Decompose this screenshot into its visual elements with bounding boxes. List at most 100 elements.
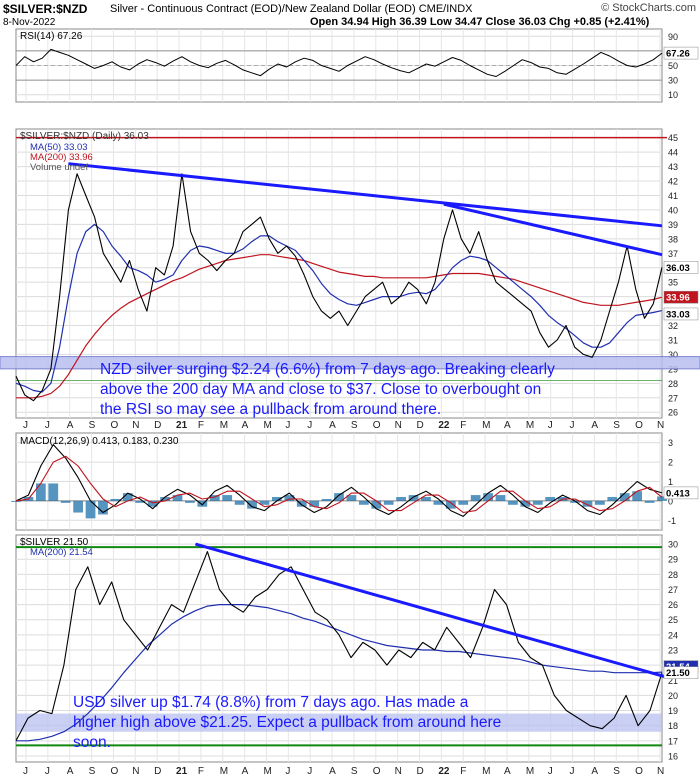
symbol-description: Silver - Continuous Contract (EOD)/New Z… [110, 3, 473, 15]
chart-header: $SILVER:$NZD Silver - Continuous Contrac… [0, 0, 700, 28]
nzd-xtick: A [591, 420, 598, 431]
nzd-ma200-legend: MA(200) 33.96 [30, 152, 93, 163]
macd-histogram-bar [209, 495, 220, 501]
usd-xtick: A [329, 766, 336, 777]
macd-histogram-bar [259, 500, 270, 505]
nzd-xtick: J [307, 420, 312, 431]
usd-ytick: 23 [668, 646, 678, 656]
macd-histogram-bar [383, 500, 394, 505]
macd-histogram-bar [433, 500, 444, 505]
usd-ma200-legend: MA(200) 21.54 [30, 547, 93, 558]
macd-histogram-bar [445, 500, 456, 509]
usd-ytick: 20 [668, 691, 678, 701]
macd-line [15, 444, 663, 517]
usd-xtick: N [657, 766, 664, 777]
macd-histogram-bar [11, 500, 21, 502]
macd-histogram-bar [408, 495, 419, 501]
nzd-ytick: 32 [668, 321, 678, 331]
usd-xtick: J [548, 766, 553, 777]
usd-annotation-line: higher high above $21.25. Expect a pullb… [73, 714, 502, 731]
macd-histogram-bar [346, 495, 357, 501]
usd-ytick: 19 [668, 706, 678, 716]
nzd-ma50-tag-bg [663, 307, 699, 321]
macd-value-tag-bg [663, 486, 699, 500]
macd-histogram-bar [570, 500, 580, 503]
macd-histogram-bar [421, 497, 431, 501]
nzd-price-line [15, 173, 663, 402]
nzd-xtick: J [285, 420, 290, 431]
rsi-ytick: 90 [668, 32, 678, 42]
usd-xtick: S [351, 766, 358, 777]
nzd-ytick: 26 [668, 408, 678, 418]
usd-close-tag: 21.50 [666, 668, 690, 679]
usd-ytick: 21 [668, 676, 678, 686]
usd-xtick: 21 [176, 766, 188, 777]
macd-histogram-bar [520, 500, 531, 507]
macd-histogram-bar [619, 493, 630, 501]
usd-annotation-line: USD silver up $1.74 (8.8%) from 7 days a… [73, 694, 469, 711]
usd-ytick: 28 [668, 570, 678, 580]
macd-histogram-bar [35, 483, 46, 501]
usd-trendline [195, 542, 668, 679]
nzd-xtick: A [504, 420, 511, 431]
nzd-xtick: S [613, 420, 620, 431]
macd-histogram-bar [73, 500, 83, 513]
macd-histogram-bar [85, 500, 96, 519]
nzd-ytick: 39 [668, 220, 678, 230]
nzd-annotation-line: the RSI so may see a pullback from aroun… [100, 401, 442, 418]
nzd-trendline-lower [443, 202, 663, 257]
usd-annotation-line: soon. [73, 734, 111, 751]
usd-xtick: J [570, 766, 575, 777]
usd-ytick: 26 [668, 600, 678, 610]
usd-ytick: 30 [668, 540, 678, 550]
rsi-ytick: 10 [668, 90, 678, 100]
usd-xtick: O [635, 766, 643, 777]
nzd-xtick: A [329, 420, 336, 431]
nzd-xtick: M [220, 420, 228, 431]
nzd-trendline-upper [68, 162, 663, 228]
macd-ytick: 3 [668, 438, 673, 448]
nzd-xtick: J [45, 420, 50, 431]
chart-date: 8-Nov-2022 [3, 17, 56, 28]
macd-histogram-bar [98, 500, 108, 515]
macd-histogram-bar [110, 498, 121, 501]
nzd-xtick: O [373, 420, 381, 431]
nzd-ytick: 35 [668, 278, 678, 288]
nzd-xtick: A [242, 420, 249, 431]
rsi-line [15, 48, 663, 77]
usd-support-band [16, 713, 662, 732]
usd-ytick: 25 [668, 615, 678, 625]
macd-label: MACD(12,26,9) 0.413, 0.183, 0.230 [20, 436, 179, 447]
macd-histogram-bar [657, 496, 667, 501]
macd-histogram-bar [545, 497, 556, 501]
ohlc-readout: Open 34.94 High 36.39 Low 34.47 Close 36… [310, 16, 650, 28]
usd-xtick: N [132, 766, 139, 777]
usd-xtick: F [198, 766, 204, 777]
nzd-ytick: 29 [668, 364, 678, 374]
macd-histogram-bar [483, 493, 493, 501]
nzd-ytick: 41 [668, 191, 678, 201]
macd-value-tag: 0.413 [666, 488, 690, 499]
nzd-xtick: D [417, 420, 424, 431]
macd-histogram-bar [582, 500, 593, 507]
macd-histogram-bar [185, 500, 195, 503]
rsi-value-tag: 67.26 [666, 49, 690, 60]
nzd-ma200-line [16, 254, 663, 399]
usd-ytick: 27 [668, 585, 678, 595]
nzd-ytick: 31 [668, 335, 678, 345]
symbol-title: $SILVER:$NZD [3, 2, 88, 16]
usd-price-label: $SILVER 21.50 [20, 537, 89, 548]
nzd-close-tag-bg [663, 261, 699, 274]
usd-ytick: 18 [668, 721, 678, 731]
usd-xtick: O [373, 766, 381, 777]
nzd-xtick: J [570, 420, 575, 431]
macd-histogram-bar [234, 500, 245, 505]
rsi-label: RSI(14) 67.26 [20, 31, 83, 42]
macd-histogram-bar [321, 498, 332, 501]
nzd-ytick: 27 [668, 393, 678, 403]
macd-histogram-bar [508, 500, 518, 505]
usd-xtick: M [263, 766, 271, 777]
nzd-xtick: 22 [438, 420, 450, 431]
macd-histogram-bar [122, 493, 133, 501]
macd-histogram-bar [644, 500, 655, 503]
